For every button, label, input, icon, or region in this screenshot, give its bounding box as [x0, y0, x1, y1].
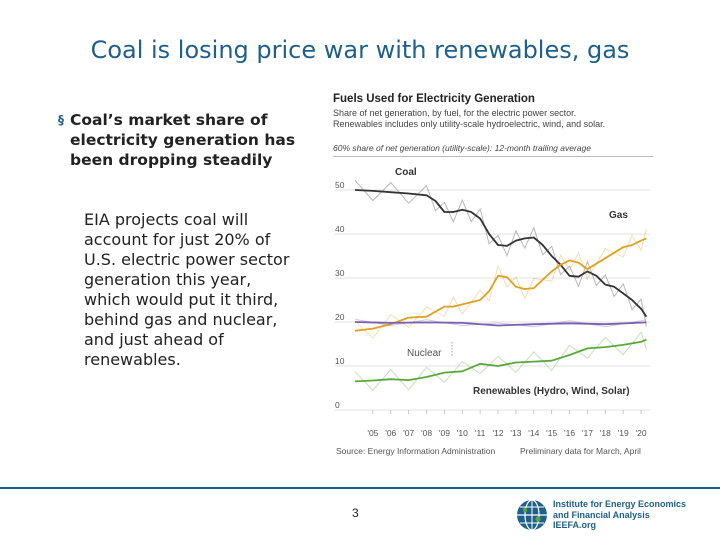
- chart-subtitle-line-1: Share of net generation, by fuel, for th…: [333, 108, 577, 118]
- y-tick-label: 50: [335, 180, 345, 190]
- x-tick-label: '16: [564, 428, 575, 438]
- footer-divider: [0, 487, 720, 489]
- org-line-1: Institute for Energy Economics: [553, 499, 687, 509]
- x-tick-label: '11: [475, 428, 486, 438]
- org-name: Institute for Energy Economics and Finan…: [553, 499, 686, 531]
- x-tick-label: '19: [618, 428, 629, 438]
- sub-text: EIA projects coal will account for just …: [84, 210, 290, 369]
- x-tick-label: '07: [403, 428, 414, 438]
- fuel-share-chart: 0 10 20 30 40 50 '05 '06 '07 '08 '09 '10 '11 '12 '13 '1…: [335, 167, 650, 438]
- series-label: Coal: [395, 167, 417, 178]
- x-tick-label: '18: [600, 428, 611, 438]
- x-tick-label: '09: [439, 428, 450, 438]
- x-tick-label: '14: [528, 428, 539, 438]
- globe-logo-icon: [517, 499, 547, 531]
- series-line-0: [354, 189, 648, 318]
- chart-subtitle-line-2: Renewables includes only utility-scale h…: [333, 119, 606, 129]
- bullet-text: Coal’s market share of electricity gener…: [70, 111, 296, 169]
- series-label: Gas: [609, 210, 628, 221]
- x-tick-label: '06: [385, 428, 396, 438]
- chart-note: Preliminary data for March, April: [520, 446, 641, 456]
- x-tick-label: '12: [492, 428, 503, 438]
- x-tick-label: '05: [367, 428, 378, 438]
- chart-title: Fuels Used for Electricity Generation: [333, 93, 535, 105]
- y-tick-label: 30: [335, 268, 345, 278]
- x-tick-label: '17: [582, 428, 593, 438]
- chart-source: Source: Energy Information Administratio…: [336, 446, 496, 456]
- org-url: IEEFA.org: [553, 520, 597, 530]
- x-tick-label: '20: [636, 428, 647, 438]
- series-line-3: [354, 338, 647, 383]
- x-tick-label: '08: [421, 428, 432, 438]
- y-tick-label: 40: [335, 224, 345, 234]
- series-label: Nuclear: [407, 348, 442, 359]
- unit-divider: [333, 156, 653, 157]
- chart-subtitle: Share of net generation, by fuel, for th…: [333, 108, 663, 130]
- y-tick-label: 10: [335, 356, 345, 366]
- slide-title: Coal is losing price war with renewables…: [90, 36, 630, 64]
- series-band-1: [354, 228, 647, 340]
- x-tick-label: '15: [546, 428, 557, 438]
- series-label: Renewables (Hydro, Wind, Solar): [473, 386, 630, 397]
- bullet-point: § Coal’s market share of electricity gen…: [58, 110, 298, 170]
- page-number: 3: [352, 506, 359, 520]
- series-band-3: [354, 331, 647, 391]
- x-tick-label: '10: [457, 428, 468, 438]
- y-tick-label: 20: [335, 312, 345, 322]
- bullet-marker: §: [58, 113, 64, 127]
- chart-unit-label: 60% share of net generation (utility-sca…: [333, 143, 591, 153]
- org-line-2: and Financial Analysis: [553, 509, 650, 520]
- y-tick-label: 0: [335, 400, 340, 410]
- x-tick-label: '13: [510, 428, 521, 438]
